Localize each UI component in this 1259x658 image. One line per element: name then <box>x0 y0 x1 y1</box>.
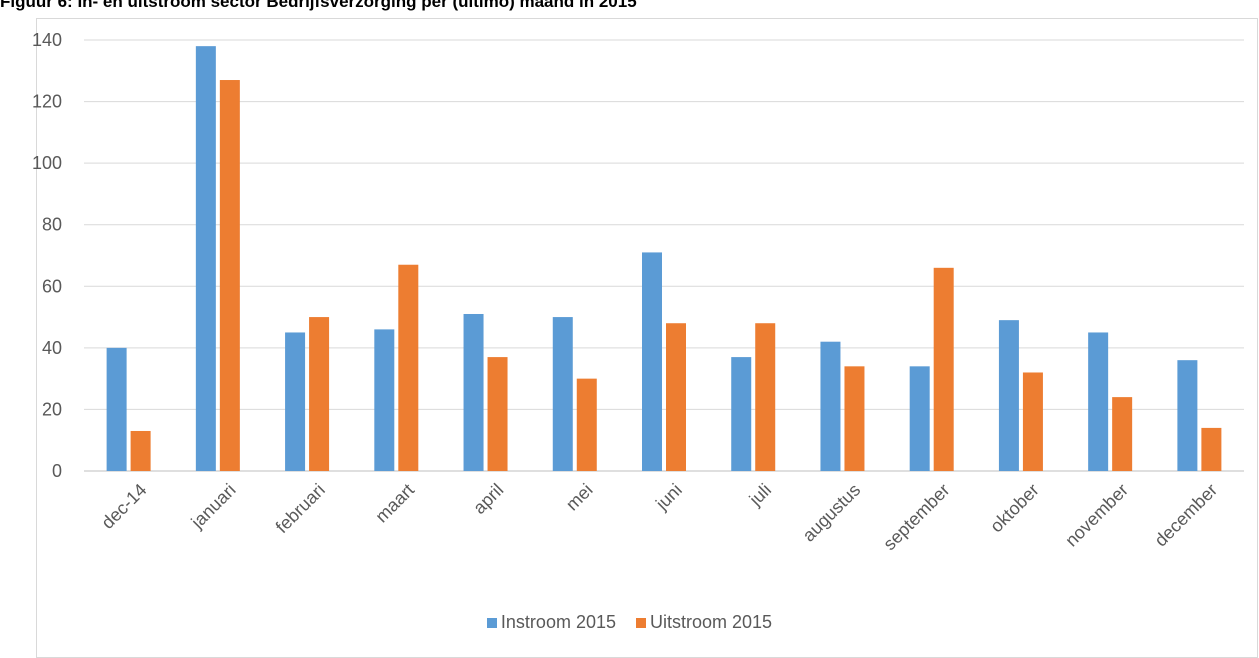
bar-uitstroom <box>755 323 776 471</box>
legend-item-instroom: Instroom 2015 <box>486 612 616 633</box>
x-tick-label: juni <box>651 480 686 515</box>
bar-instroom <box>106 347 127 471</box>
bar-uitstroom <box>398 264 419 471</box>
legend-item-uitstroom: Uitstroom 2015 <box>636 612 772 633</box>
x-tick-label: december <box>1151 480 1222 551</box>
bar-uitstroom <box>933 267 954 471</box>
x-tick-label: oktober <box>986 480 1043 537</box>
bar-instroom <box>374 329 395 471</box>
y-tick-label: 100 <box>32 153 62 173</box>
bar-instroom <box>195 46 216 472</box>
bar-instroom <box>552 317 573 471</box>
bar-instroom <box>463 313 484 471</box>
x-tick-label: februari <box>272 480 329 537</box>
bar-uitstroom <box>487 357 508 471</box>
legend-swatch-uitstroom <box>636 617 646 628</box>
bar-instroom <box>820 341 841 471</box>
y-tick-label: 20 <box>42 399 62 419</box>
bar-instroom <box>909 366 930 471</box>
x-tick-label: september <box>879 480 953 554</box>
y-tick-label: 60 <box>42 276 62 296</box>
bar-instroom <box>1088 332 1109 471</box>
bar-uitstroom <box>309 317 330 471</box>
y-tick-label: 40 <box>42 338 62 358</box>
legend-label-instroom: Instroom 2015 <box>500 612 616 632</box>
y-tick-label: 0 <box>52 461 62 481</box>
y-tick-label: 120 <box>32 92 62 112</box>
x-tick-label: juli <box>745 480 775 510</box>
x-tick-label: mei <box>562 480 597 515</box>
bar-instroom <box>285 332 306 471</box>
x-tick-label: augustus <box>799 480 865 546</box>
chart-title: Figuur 6: In- en uitstroom sector Bedrij… <box>0 0 637 11</box>
legend: Instroom 2015 Uitstroom 2015 <box>0 612 1259 633</box>
bar-uitstroom <box>1022 372 1043 471</box>
bar-uitstroom <box>219 80 240 472</box>
x-tick-label: november <box>1061 480 1132 551</box>
x-tick-label: maart <box>372 480 419 527</box>
bar-uitstroom <box>1112 397 1133 471</box>
legend-swatch-instroom <box>486 617 497 628</box>
bar-uitstroom <box>844 366 865 471</box>
bar-uitstroom <box>130 430 151 471</box>
x-tick-label: dec-14 <box>97 480 150 533</box>
x-tick-label: januari <box>187 480 240 533</box>
x-tick-label: april <box>469 480 507 518</box>
legend-label-uitstroom: Uitstroom 2015 <box>650 612 773 632</box>
bar-uitstroom <box>666 323 686 471</box>
bar-instroom <box>642 252 662 471</box>
bar-instroom <box>998 320 1019 471</box>
bar-uitstroom <box>576 378 597 471</box>
y-tick-label: 140 <box>32 30 62 50</box>
bar-uitstroom <box>1201 427 1222 471</box>
y-tick-label: 80 <box>42 215 62 235</box>
bar-instroom <box>1177 360 1198 471</box>
bar-instroom <box>731 357 752 471</box>
